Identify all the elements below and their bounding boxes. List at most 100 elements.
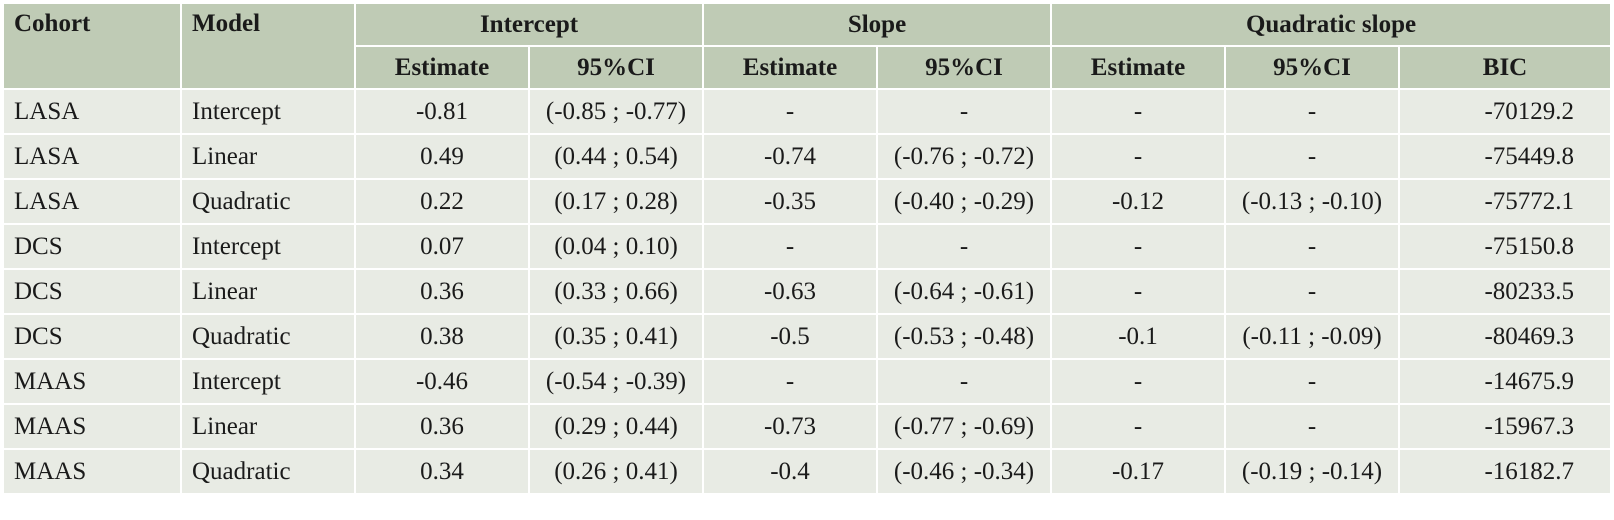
- cell-cohort: DCS: [2, 313, 182, 360]
- cell-slope-estimate: -: [702, 88, 878, 135]
- header-slope-ci: 95%CI: [875, 45, 1053, 90]
- cell-quad-ci: -: [1224, 88, 1401, 135]
- cell-bic: -75449.8: [1398, 133, 1613, 180]
- cell-intercept-estimate: 0.36: [354, 268, 530, 315]
- cell-intercept-ci: (0.29 ; 0.44): [528, 403, 704, 450]
- header-model: Model: [180, 2, 356, 90]
- cell-cohort: LASA: [2, 133, 182, 180]
- cell-slope-ci: -: [875, 223, 1053, 270]
- cell-quad-estimate: -: [1050, 88, 1227, 135]
- cell-bic: -14675.9: [1398, 358, 1613, 405]
- cell-slope-estimate: -0.4: [702, 448, 878, 495]
- table-header: Cohort Model Intercept Slope Quadratic s…: [2, 2, 1613, 90]
- header-slope-estimate: Estimate: [702, 45, 878, 90]
- header-bic: BIC: [1398, 45, 1613, 90]
- cell-quad-estimate: -: [1050, 223, 1227, 270]
- header-intercept-ci: 95%CI: [528, 45, 704, 90]
- cell-slope-ci: (-0.40 ; -0.29): [875, 178, 1053, 225]
- cell-slope-estimate: -0.74: [702, 133, 878, 180]
- cell-intercept-estimate: 0.36: [354, 403, 530, 450]
- cell-slope-estimate: -0.35: [702, 178, 878, 225]
- cell-intercept-estimate: 0.49: [354, 133, 530, 180]
- cell-intercept-ci: (-0.85 ; -0.77): [528, 88, 704, 135]
- cell-slope-ci: (-0.46 ; -0.34): [875, 448, 1053, 495]
- cell-quad-ci: -: [1224, 268, 1401, 315]
- cell-slope-ci: -: [875, 88, 1053, 135]
- header-quad-estimate: Estimate: [1050, 45, 1227, 90]
- table-row: MAAS Intercept -0.46 (-0.54 ; -0.39) - -…: [2, 358, 1613, 405]
- cell-intercept-estimate: -0.46: [354, 358, 530, 405]
- cell-quad-ci: -: [1224, 403, 1401, 450]
- cell-intercept-estimate: 0.22: [354, 178, 530, 225]
- cell-intercept-ci: (-0.54 ; -0.39): [528, 358, 704, 405]
- table-row: MAAS Quadratic 0.34 (0.26 ; 0.41) -0.4 (…: [2, 448, 1613, 495]
- cell-quad-ci: -: [1224, 358, 1401, 405]
- cell-bic: -80469.3: [1398, 313, 1613, 360]
- cell-intercept-ci: (0.17 ; 0.28): [528, 178, 704, 225]
- results-table-container: Cohort Model Intercept Slope Quadratic s…: [2, 2, 1613, 495]
- cell-quad-ci: (-0.11 ; -0.09): [1224, 313, 1401, 360]
- cell-bic: -16182.7: [1398, 448, 1613, 495]
- cell-quad-estimate: -: [1050, 358, 1227, 405]
- cell-model: Linear: [180, 133, 356, 180]
- cell-quad-estimate: -: [1050, 268, 1227, 315]
- cell-quad-ci: (-0.19 ; -0.14): [1224, 448, 1401, 495]
- results-table: Cohort Model Intercept Slope Quadratic s…: [2, 2, 1613, 495]
- table-row: LASA Intercept -0.81 (-0.85 ; -0.77) - -…: [2, 88, 1613, 135]
- cell-bic: -15967.3: [1398, 403, 1613, 450]
- cell-cohort: DCS: [2, 268, 182, 315]
- cell-intercept-ci: (0.33 ; 0.66): [528, 268, 704, 315]
- cell-model: Intercept: [180, 358, 356, 405]
- header-row-sub: Estimate 95%CI Estimate 95%CI Estimate 9…: [3, 45, 1613, 90]
- cell-intercept-ci: (0.44 ; 0.54): [528, 133, 704, 180]
- cell-quad-ci: (-0.13 ; -0.10): [1224, 178, 1401, 225]
- table-row: MAAS Linear 0.36 (0.29 ; 0.44) -0.73 (-0…: [2, 403, 1613, 450]
- cell-intercept-estimate: 0.34: [354, 448, 530, 495]
- cell-slope-estimate: -: [702, 223, 878, 270]
- cell-quad-estimate: -: [1050, 133, 1227, 180]
- cell-slope-ci: -: [875, 358, 1053, 405]
- header-quad-ci: 95%CI: [1224, 45, 1401, 90]
- cell-model: Quadratic: [180, 313, 356, 360]
- cell-model: Linear: [180, 403, 356, 450]
- header-quadratic-slope: Quadratic slope: [1050, 2, 1613, 47]
- cell-intercept-ci: (0.26 ; 0.41): [528, 448, 704, 495]
- table-row: DCS Intercept 0.07 (0.04 ; 0.10) - - - -…: [2, 223, 1613, 270]
- header-slope: Slope: [701, 2, 1053, 47]
- cell-bic: -80233.5: [1398, 268, 1613, 315]
- cell-slope-estimate: -0.73: [702, 403, 878, 450]
- cell-quad-estimate: -0.17: [1050, 448, 1227, 495]
- cell-cohort: MAAS: [2, 403, 182, 450]
- cell-cohort: LASA: [2, 88, 182, 135]
- table-row: DCS Quadratic 0.38 (0.35 ; 0.41) -0.5 (-…: [2, 313, 1613, 360]
- header-intercept-estimate: Estimate: [354, 45, 530, 90]
- cell-slope-estimate: -: [702, 358, 878, 405]
- cell-cohort: LASA: [2, 178, 182, 225]
- cell-intercept-ci: (0.35 ; 0.41): [528, 313, 704, 360]
- cell-model: Intercept: [180, 223, 356, 270]
- cell-quad-ci: -: [1224, 223, 1401, 270]
- cell-quad-ci: -: [1224, 133, 1401, 180]
- header-cohort: Cohort: [2, 2, 182, 90]
- header-row-top: Cohort Model Intercept Slope Quadratic s…: [2, 2, 1613, 90]
- cell-quad-estimate: -0.12: [1050, 178, 1227, 225]
- cell-slope-ci: (-0.76 ; -0.72): [875, 133, 1053, 180]
- cell-slope-estimate: -0.5: [702, 313, 878, 360]
- cell-intercept-estimate: -0.81: [354, 88, 530, 135]
- cell-intercept-estimate: 0.07: [354, 223, 530, 270]
- cell-intercept-estimate: 0.38: [354, 313, 530, 360]
- cell-slope-ci: (-0.64 ; -0.61): [875, 268, 1053, 315]
- cell-model: Quadratic: [180, 448, 356, 495]
- cell-model: Linear: [180, 268, 356, 315]
- cell-bic: -75772.1: [1398, 178, 1613, 225]
- cell-cohort: MAAS: [2, 448, 182, 495]
- cell-quad-estimate: -0.1: [1050, 313, 1227, 360]
- header-intercept: Intercept: [354, 2, 704, 47]
- cell-bic: -70129.2: [1398, 88, 1613, 135]
- cell-cohort: DCS: [2, 223, 182, 270]
- cell-cohort: MAAS: [2, 358, 182, 405]
- cell-quad-estimate: -: [1050, 403, 1227, 450]
- cell-bic: -75150.8: [1398, 223, 1613, 270]
- cell-slope-estimate: -0.63: [702, 268, 878, 315]
- cell-slope-ci: (-0.77 ; -0.69): [875, 403, 1053, 450]
